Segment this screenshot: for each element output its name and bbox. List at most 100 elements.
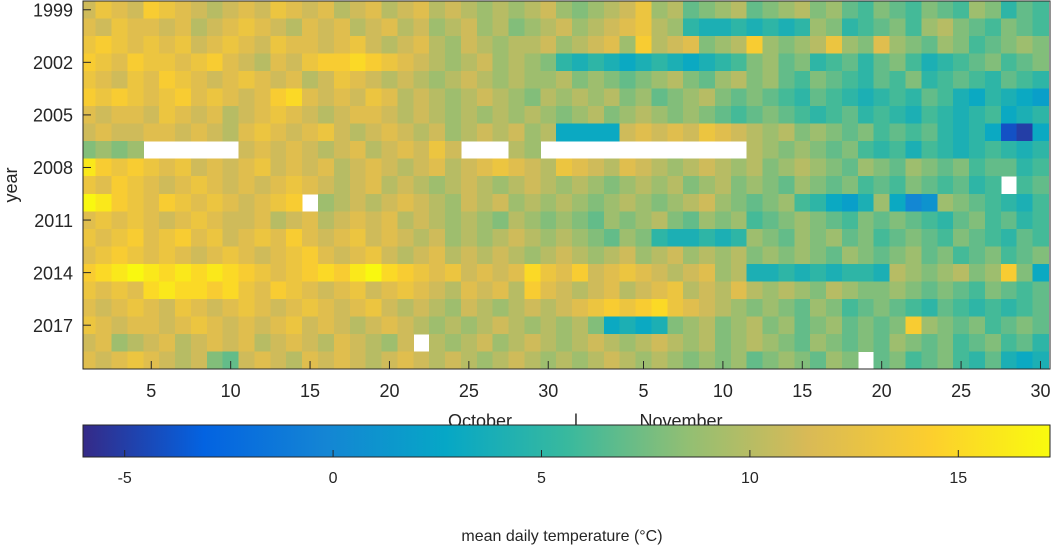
cell xyxy=(953,351,970,369)
cell xyxy=(397,176,414,195)
cell xyxy=(413,316,430,335)
cell xyxy=(572,106,589,125)
cell xyxy=(143,351,160,369)
cell xyxy=(937,141,954,160)
cell xyxy=(222,106,240,125)
cell xyxy=(889,88,907,107)
cell xyxy=(953,228,970,247)
cell xyxy=(159,176,176,195)
cell xyxy=(159,298,176,317)
cell xyxy=(460,123,478,142)
cell xyxy=(365,141,383,160)
cell xyxy=(445,106,462,125)
cell xyxy=(619,36,637,55)
cell xyxy=(667,36,684,55)
cell xyxy=(127,263,144,282)
y-tick-label: 2017 xyxy=(33,316,73,336)
cell xyxy=(286,176,303,195)
cell xyxy=(83,193,97,212)
cell xyxy=(826,106,843,125)
cell xyxy=(476,71,494,90)
cell xyxy=(333,263,351,282)
cell xyxy=(810,211,827,230)
cell xyxy=(397,36,414,55)
cell xyxy=(969,18,986,37)
cell xyxy=(651,333,668,352)
cell xyxy=(238,333,255,352)
cell xyxy=(714,123,732,142)
cell xyxy=(953,1,970,20)
cell xyxy=(286,123,303,142)
cell xyxy=(1032,71,1049,90)
cell xyxy=(651,53,668,72)
cell xyxy=(889,228,907,247)
cell xyxy=(746,53,764,72)
cell xyxy=(603,211,621,230)
y-tick-label: 2008 xyxy=(33,158,73,178)
cell xyxy=(905,316,922,335)
cell xyxy=(873,351,891,369)
cell xyxy=(524,246,541,265)
cell xyxy=(794,193,811,212)
cell xyxy=(460,316,478,335)
cell xyxy=(83,281,97,300)
cell xyxy=(127,176,144,195)
cell xyxy=(445,316,462,335)
cell xyxy=(302,71,319,90)
cell xyxy=(794,71,811,90)
cell xyxy=(984,106,1002,125)
cell xyxy=(159,18,176,37)
cell xyxy=(794,123,811,142)
cell xyxy=(937,1,954,20)
cell xyxy=(603,18,621,37)
cell xyxy=(492,71,510,90)
cell xyxy=(429,106,446,125)
colorbar-tick-label: 0 xyxy=(329,470,338,487)
y-tick-label: 2002 xyxy=(33,53,73,73)
cell xyxy=(83,176,97,195)
cell xyxy=(556,193,573,212)
cell xyxy=(603,351,621,369)
cell xyxy=(111,123,128,142)
cell xyxy=(699,228,716,247)
cell xyxy=(651,193,668,212)
cell xyxy=(206,36,224,55)
cell xyxy=(969,211,986,230)
cell xyxy=(1000,1,1018,20)
cell xyxy=(699,351,716,369)
cell xyxy=(794,246,811,265)
cell xyxy=(841,106,859,125)
cell xyxy=(1016,246,1034,265)
cell xyxy=(429,228,446,247)
cell xyxy=(619,298,637,317)
cell xyxy=(556,88,573,107)
cell xyxy=(651,281,668,300)
cell xyxy=(445,71,462,90)
cell xyxy=(1032,1,1049,20)
cell xyxy=(492,263,510,282)
cell xyxy=(238,298,255,317)
cell xyxy=(619,176,637,195)
cell xyxy=(746,158,764,177)
cell xyxy=(159,281,176,300)
cell xyxy=(333,123,351,142)
cell xyxy=(857,246,875,265)
cell xyxy=(460,211,478,230)
cell xyxy=(254,263,271,282)
cell xyxy=(190,193,208,212)
cell xyxy=(984,71,1002,90)
cell xyxy=(730,228,748,247)
cell xyxy=(413,193,430,212)
cell xyxy=(667,246,684,265)
cell xyxy=(349,18,367,37)
cell xyxy=(762,18,779,37)
cell xyxy=(349,71,367,90)
cell xyxy=(476,158,494,177)
cell xyxy=(683,53,700,72)
cell xyxy=(937,176,954,195)
cell xyxy=(794,211,811,230)
cell xyxy=(190,298,208,317)
cell xyxy=(572,246,589,265)
cell xyxy=(603,1,621,20)
cell xyxy=(603,71,621,90)
